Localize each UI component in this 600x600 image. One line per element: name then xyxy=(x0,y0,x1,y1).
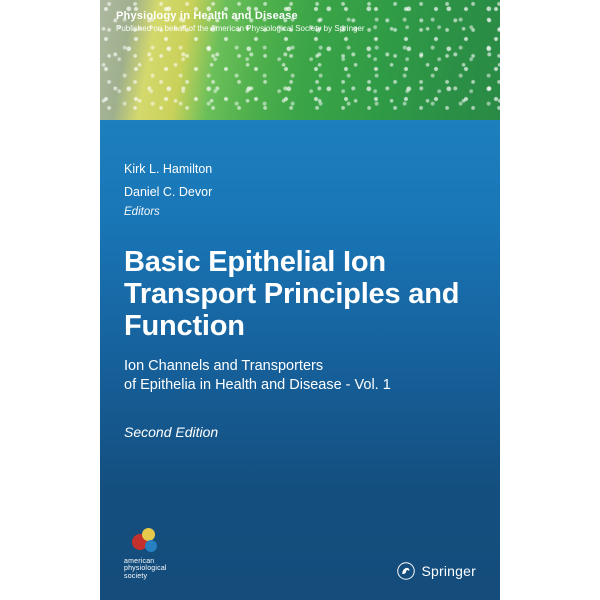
logo-row: american physiological society Springer xyxy=(124,526,476,584)
aps-logo-icon xyxy=(130,526,160,556)
aps-logo-label: american physiological society xyxy=(124,558,167,580)
subtitle-line-2: of Epithelia in Health and Disease - Vol… xyxy=(124,377,391,393)
springer-horse-icon xyxy=(397,562,415,580)
aps-logo: american physiological society xyxy=(124,526,167,580)
edition-label: Second Edition xyxy=(124,424,476,440)
series-block: Physiology in Health and Disease Publish… xyxy=(116,10,365,33)
editor-name-1: Kirk L. Hamilton xyxy=(124,160,476,179)
editors-role-label: Editors xyxy=(124,206,476,218)
editor-name-2: Daniel C. Devor xyxy=(124,183,476,202)
aps-label-line-3: society xyxy=(124,573,147,580)
cover-body: Kirk L. Hamilton Daniel C. Devor Editors… xyxy=(100,120,500,600)
aps-label-line-1: american xyxy=(124,558,154,565)
cover-texture-band: Physiology in Health and Disease Publish… xyxy=(100,0,500,120)
book-subtitle: Ion Channels and Transporters of Epithel… xyxy=(124,357,476,396)
aps-label-line-2: physiological xyxy=(124,565,167,572)
series-subtitle: Published on behalf of the American Phys… xyxy=(116,24,365,33)
book-cover: Physiology in Health and Disease Publish… xyxy=(100,0,500,600)
subtitle-line-1: Ion Channels and Transporters xyxy=(124,358,323,374)
page: Physiology in Health and Disease Publish… xyxy=(0,0,600,600)
book-title: Basic Epithelial Ion Transport Principle… xyxy=(124,246,476,343)
series-title: Physiology in Health and Disease xyxy=(116,10,365,22)
springer-logo: Springer xyxy=(397,562,476,580)
springer-wordmark: Springer xyxy=(421,563,476,579)
